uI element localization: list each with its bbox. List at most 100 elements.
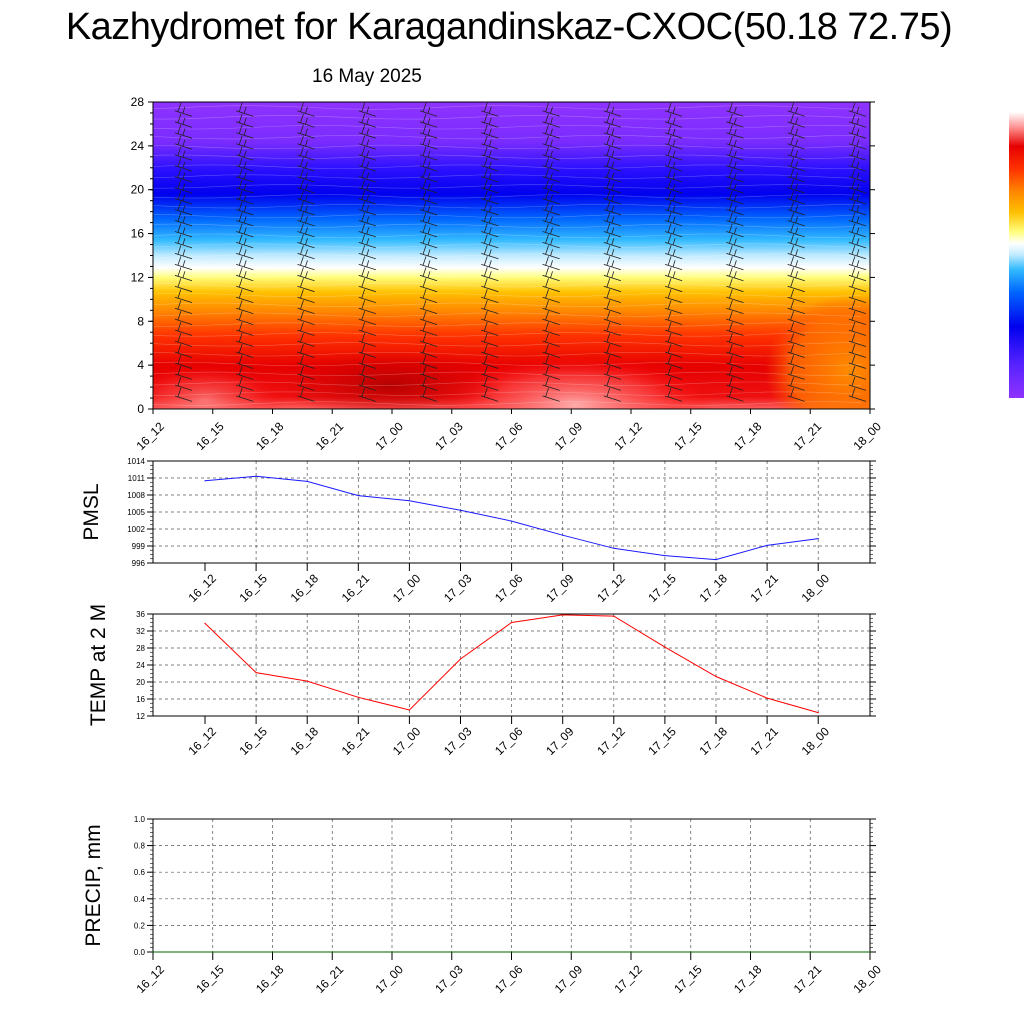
contour-line [153,352,862,357]
wind-barb-flag [300,289,304,299]
wind-barb-flag [606,135,611,145]
wind-barb-flag [182,183,186,191]
wind-barb-flag [611,249,615,257]
wind-barb-flag [238,234,243,244]
wind-barb-flag [361,113,366,123]
wind-barb-flag [856,161,860,169]
wind-barb-flag [550,161,553,169]
contour-line [153,263,862,268]
wind-barb-flag [238,146,243,156]
x-tick-label: 16_18 [253,962,287,996]
x-tick-label: 16_21 [339,724,373,758]
wind-barb-flag [238,102,243,112]
wind-barbs [174,102,867,402]
wind-barb-flag [305,117,308,125]
y-tick-label: 32 [136,627,145,636]
x-tick-label: 17_18 [731,419,765,453]
wind-barb-flag [177,300,182,310]
warm-core-day1 [153,365,285,409]
wind-barb-flag [856,117,860,125]
wind-barb-flag [422,135,427,145]
wind-barb-flag [790,267,795,277]
y-tick-label: 12 [131,270,145,284]
wind-barb-flag [728,179,733,189]
wind-barb-flag [422,332,427,343]
wind-barb-flag [856,205,860,213]
x-tick-label: 16_21 [313,962,347,996]
wind-barb-flag [422,311,427,321]
wind-barb-flag [243,139,247,147]
contour-line [153,174,862,179]
wind-barb-flag [790,113,795,123]
wind-barb-flag [545,168,549,178]
wind-barb-flag [851,387,856,398]
wind-barb-flag [305,106,308,114]
data-point [562,534,564,536]
x-tick-label: 17_21 [748,724,782,758]
x-tick-label: 17_09 [543,724,577,758]
wind-barb-flag [672,106,676,114]
wind-barb-flag [422,113,427,123]
wind-barb-flag [672,260,676,267]
x-tick-label: 17_15 [671,419,705,453]
wind-barb-flag [667,245,672,255]
wind-barb-flag [300,146,304,156]
wind-barb-flag [790,387,795,398]
contour-line [153,154,862,159]
wind-barb-flag [672,150,676,158]
wind-barb-flag [550,249,553,257]
wind-barb-flag [422,322,427,332]
wind-barb-flag [856,238,860,246]
y-tick-label: 0 [137,402,144,416]
data-point [613,615,615,617]
x-tick-label: 16_15 [237,724,271,758]
wind-barb-flag [733,205,737,213]
wind-barb-flag [728,256,733,266]
wind-barb-flag [238,300,243,310]
wind-barb-flag [427,227,431,235]
wind-barb-flag [733,216,737,224]
wind-barb-flag [300,245,304,255]
wind-barb-flag [422,102,427,112]
x-tick-label: 16_12 [185,571,219,605]
wind-barb-flag [667,223,672,233]
wind-barb-flag [243,216,247,224]
wind-barb-flag [422,168,427,178]
wind-barb-flag [851,157,856,167]
wind-barb-flag [238,322,243,332]
wind-barb-flag [366,216,370,224]
y-tick-label: 12 [136,712,145,721]
y-tick-label: 28 [136,644,145,653]
x-tick-label: 16_18 [253,419,287,453]
wind-barb-flag [488,194,492,202]
wind-barb-flag [300,113,304,123]
plot-frame [152,460,871,564]
wind-barb-flag [667,201,672,211]
wind-barb-flag [790,322,795,332]
wind-barb-flag [545,267,549,277]
wind-barb-flag [488,139,492,147]
wind-barb-flag [238,354,243,365]
wind-barb-flag [550,260,553,267]
contour-line [153,391,862,396]
wind-barb-flag [606,102,611,112]
wind-barb-flag [545,256,549,266]
wind-barb-flag [366,128,370,136]
wind-barb-flag [177,245,182,255]
wind-barb-flag [733,194,737,202]
wind-barb-flag [422,190,427,200]
wind-barb-flag [851,102,856,112]
wind-barb-flag [361,278,366,288]
contour-line [153,164,862,169]
wind-barb-flag [243,271,247,278]
wind-barb-flag [177,223,182,233]
x-tick-label: 18_00 [850,962,884,996]
x-tick-label: 17_12 [611,419,645,453]
wind-barb-flag [611,194,615,202]
wind-barb-flag [427,150,431,158]
y-tick-label: 999 [132,542,146,551]
wind-barb-flag [733,249,737,257]
wind-barb-flag [667,179,672,189]
wind-barb-flag [488,183,492,191]
wind-barb-flag [728,354,733,365]
